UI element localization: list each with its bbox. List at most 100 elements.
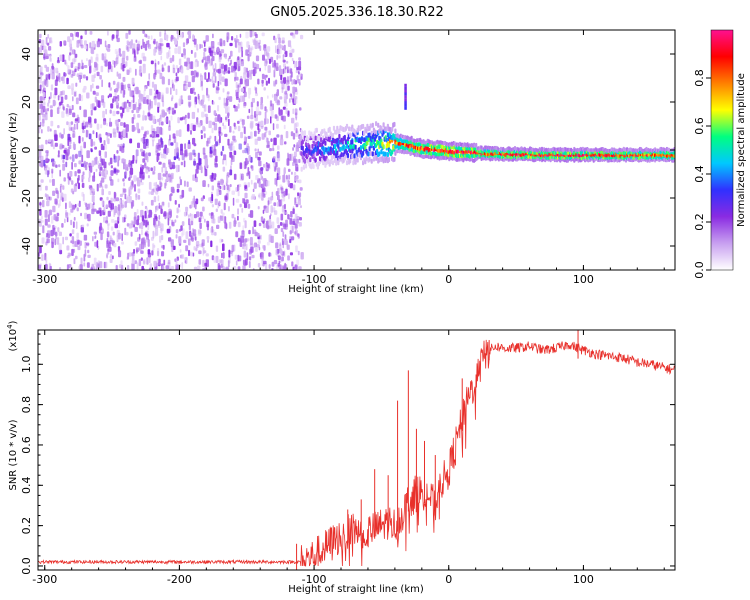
spectrogram-noise-cell bbox=[80, 145, 83, 154]
spectrogram-noise-cell bbox=[244, 220, 247, 229]
spectrogram-noise-cell bbox=[198, 259, 202, 265]
spectrogram-noise-cell bbox=[100, 124, 103, 129]
spectrogram-noise-cell bbox=[280, 187, 284, 194]
spectrogram-noise-cell bbox=[138, 103, 142, 110]
spectrogram-noise-cell bbox=[195, 198, 199, 205]
spectrogram-noise-cell bbox=[74, 171, 77, 177]
spectrogram-noise-cell bbox=[113, 96, 117, 101]
spectrogram-noise-cell bbox=[60, 91, 63, 96]
spectrogram-noise-cell bbox=[126, 40, 129, 45]
spectrogram-noise-cell bbox=[287, 40, 292, 47]
spectrogram-noise-cell bbox=[197, 108, 199, 113]
snr-y-tick-label: 0.4 bbox=[20, 477, 33, 495]
spectrogram-noise-cell bbox=[280, 115, 284, 121]
spectrogram-noise-cell bbox=[279, 68, 283, 77]
spectrogram-noise-cell bbox=[125, 44, 128, 50]
spectrogram-signal-cell bbox=[314, 157, 317, 163]
spectrogram-noise-cell bbox=[95, 132, 98, 139]
spectrogram-noise-cell bbox=[264, 126, 268, 131]
spectrogram-noise-cell bbox=[197, 229, 202, 236]
spectrogram-noise-cell bbox=[167, 259, 171, 265]
spectrogram-noise-cell bbox=[238, 143, 242, 150]
spectrogram-noise-cell bbox=[280, 185, 284, 190]
spectrogram-noise-cell bbox=[265, 263, 268, 270]
spectrogram-noise-cell bbox=[185, 206, 189, 212]
spectrogram-noise-cell bbox=[156, 205, 159, 212]
spectrogram-noise-cell bbox=[84, 45, 88, 50]
spectrogram-noise-cell bbox=[42, 200, 45, 208]
spectrogram-noise-cell bbox=[45, 185, 48, 191]
spectrogram-noise-cell bbox=[220, 259, 224, 268]
spectrogram-noise-cell bbox=[273, 80, 276, 87]
spectrogram-noise-cell bbox=[244, 192, 248, 199]
spectrogram-noise-cell bbox=[283, 190, 286, 197]
spectrogram-noise-cell bbox=[93, 231, 97, 235]
spectrogram-noise-cell bbox=[79, 105, 82, 110]
spectrogram-noise-cell bbox=[191, 111, 196, 119]
spectrogram-noise-cell bbox=[157, 220, 160, 227]
spectrogram-signal-cell bbox=[303, 130, 306, 136]
spectrogram-signal-cell bbox=[303, 158, 306, 164]
spectrogram-noise-cell bbox=[45, 150, 49, 154]
spectrogram-noise-cell bbox=[181, 221, 185, 226]
spectrogram-noise-cell bbox=[222, 243, 225, 252]
spectrogram-noise-cell bbox=[67, 146, 70, 155]
spectrogram-noise-cell bbox=[275, 249, 278, 256]
spectrogram-noise-cell bbox=[138, 105, 141, 111]
spectrogram-noise-cell bbox=[191, 237, 194, 242]
spectrogram-noise-cell bbox=[150, 167, 153, 172]
spectrogram-noise-cell bbox=[293, 123, 297, 131]
spectrogram-noise-cell bbox=[235, 187, 239, 192]
spectrogram-noise-cell bbox=[221, 252, 223, 259]
spectrogram-signal-cell bbox=[362, 123, 365, 129]
spectrogram-signal-cell bbox=[324, 140, 327, 146]
spectrogram-noise-cell bbox=[260, 167, 264, 171]
spectrogram-noise-cell bbox=[264, 132, 267, 138]
spectrogram-noise-cell bbox=[158, 139, 162, 146]
spectrogram-noise-cell bbox=[199, 222, 202, 229]
spectrogram-noise-cell bbox=[168, 208, 172, 217]
spectrogram-noise-cell bbox=[107, 30, 109, 36]
spectrogram-noise-cell bbox=[239, 33, 242, 38]
spectrogram-noise-cell bbox=[174, 38, 177, 45]
spectrogram-noise-cell bbox=[188, 34, 191, 39]
spectrogram-signal-cell bbox=[391, 149, 394, 155]
spectrogram-noise-cell bbox=[258, 246, 261, 251]
spectrogram-noise-cell bbox=[278, 43, 282, 49]
spectrogram-signal-cell bbox=[349, 132, 352, 138]
spectrogram-signal-cell bbox=[386, 152, 389, 157]
spectrogram-noise-cell bbox=[147, 80, 150, 86]
spectrogram-noise-cell bbox=[273, 95, 276, 102]
spectrogram-noise-cell bbox=[250, 196, 253, 200]
spectrogram-noise-cell bbox=[299, 217, 302, 221]
spectrogram-noise-cell bbox=[257, 78, 260, 85]
spectrogram-noise-cell bbox=[104, 151, 107, 158]
spectrogram-noise-cell bbox=[201, 242, 204, 248]
spectrogram-noise-cell bbox=[181, 262, 184, 269]
spectrogram-noise-cell bbox=[268, 218, 272, 226]
spectrogram-noise-cell bbox=[211, 76, 214, 83]
spectrogram-noise-cell bbox=[44, 210, 48, 218]
spectrogram-noise-cell bbox=[299, 107, 302, 111]
spectrogram-noise-cell bbox=[88, 133, 92, 140]
spectrogram-noise-cell bbox=[243, 102, 247, 107]
spectrogram-noise-cell bbox=[129, 89, 132, 97]
spectrogram-noise-cell bbox=[101, 177, 105, 183]
spectrogram-noise-cell bbox=[46, 194, 49, 201]
spectrogram-noise-cell bbox=[107, 48, 111, 52]
spectrogram-noise-cell bbox=[271, 191, 274, 198]
spectrogram-noise-cell bbox=[245, 49, 249, 56]
spectrogram-noise-cell bbox=[291, 98, 295, 103]
spectrogram-noise-cell bbox=[45, 66, 50, 72]
spectrogram-noise-cell bbox=[138, 233, 141, 240]
spectrogram-noise-cell bbox=[141, 171, 145, 179]
spectrogram-noise-cell bbox=[63, 40, 66, 45]
spectrogram-noise-cell bbox=[38, 47, 41, 54]
spectrogram-noise-cell bbox=[217, 204, 220, 209]
spectrogram-noise-cell bbox=[238, 45, 241, 53]
spectrogram-noise-cell bbox=[140, 250, 144, 254]
spectrogram-noise-cell bbox=[198, 250, 202, 255]
spectrogram-noise-cell bbox=[43, 45, 47, 53]
spectrogram-noise-cell bbox=[249, 256, 252, 261]
spectrogram-noise-cell bbox=[181, 232, 184, 238]
